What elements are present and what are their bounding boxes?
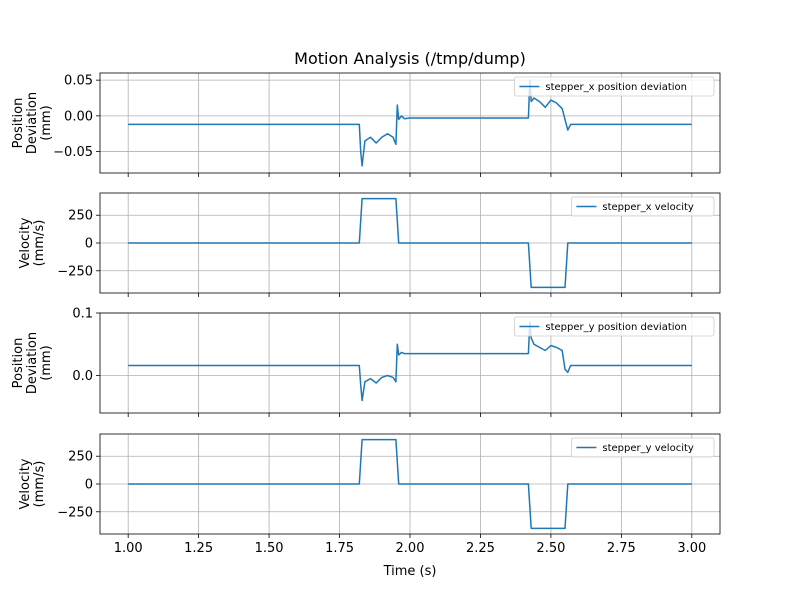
y-axis-label-line: Position (11, 98, 26, 149)
axes-frame (99, 433, 721, 535)
x-axis-label: Time (s) (383, 564, 437, 579)
x-tick-label: 2.75 (607, 541, 636, 556)
x-tick-label: 3.00 (677, 541, 706, 556)
legend-label: stepper_y velocity (602, 443, 694, 454)
x-tick-label: 1.25 (184, 541, 213, 556)
subplot-2: −250 0 250 stepper_x velocity Velocity (mm/s) (18, 192, 721, 297)
y-tick-label: −0.05 (53, 145, 93, 160)
series-line (128, 321, 692, 402)
x-tick-label: 2.50 (536, 541, 565, 556)
axes-frame (99, 192, 721, 294)
y-axis-label-line: Position (11, 338, 26, 389)
series-line (128, 197, 692, 289)
subplot-1: −0.05 0.00 0.05 stepper_x position deviatio… (11, 72, 721, 177)
y-axis-label-line: Deviation (25, 92, 40, 154)
x-tick-label: 1.50 (255, 541, 284, 556)
y-tick-label: 0 (85, 478, 93, 493)
y-tick-label: 0 (85, 237, 93, 252)
legend-label: stepper_x position deviation (545, 82, 687, 93)
subplot-3: 0.0 0.1 stepper_y position deviation Positi… (11, 307, 721, 417)
legend-label: stepper_y position deviation (545, 322, 687, 333)
series-line (128, 438, 692, 530)
y-axis-label-line: Deviation (25, 332, 40, 394)
x-tick-label: 2.25 (466, 541, 495, 556)
y-axis-label-line: (mm/s) (32, 461, 47, 508)
legend-box (514, 76, 715, 97)
y-tick-label: 0.05 (64, 74, 93, 89)
subplot-4: 1.00 1.25 1.50 1.75 2.00 2.25 2.50 2.75 3.00 −250… (18, 433, 721, 556)
axes-frame (99, 72, 721, 174)
x-tick-label: 1.00 (114, 541, 143, 556)
y-tick-label: 0.00 (64, 109, 93, 124)
y-axis-label-line: Velocity (18, 217, 33, 268)
y-tick-label: 0.0 (72, 369, 93, 384)
y-axis-label-line: (mm) (39, 345, 54, 380)
legend-box (571, 196, 715, 217)
y-tick-label: −250 (57, 505, 93, 520)
y-tick-label: 250 (68, 209, 93, 224)
y-tick-label: 250 (68, 450, 93, 465)
axes-frame (99, 312, 721, 414)
x-tick-label: 2.00 (396, 541, 425, 556)
figure-title: Motion Analysis (/tmp/dump) (294, 49, 526, 68)
y-tick-label: 0.1 (72, 307, 93, 322)
y-tick-label: −250 (57, 264, 93, 279)
legend-box (514, 316, 715, 337)
series-line (128, 79, 692, 167)
y-axis-label-line: (mm/s) (32, 220, 47, 267)
legend-box (571, 437, 715, 458)
legend-label: stepper_x velocity (602, 202, 694, 213)
y-axis-label-line: (mm) (39, 105, 54, 140)
x-tick-label: 1.75 (325, 541, 354, 556)
subplot-panels: −0.050.000.05 stepper_x position deviatio… (11, 72, 721, 556)
y-axis-label-line: Velocity (18, 458, 33, 509)
